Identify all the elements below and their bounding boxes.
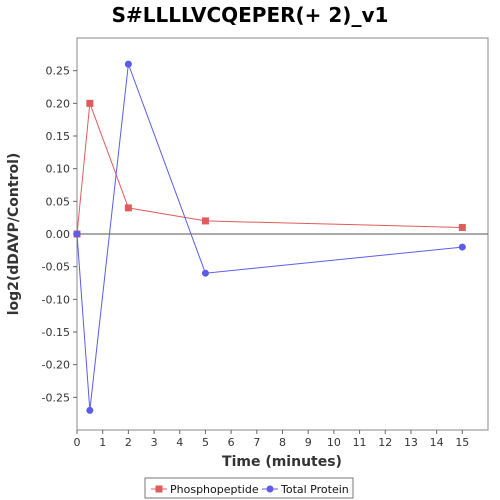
- x-tick-label: 8: [279, 436, 286, 449]
- y-tick-label: -0.10: [42, 293, 70, 306]
- y-tick-label: -0.25: [42, 391, 70, 404]
- legend: Phosphopeptide Total Protein: [144, 477, 354, 499]
- axes-layer: -0.25 -0.20 -0.15 -0.10 -0.05 0.00 0.05 0.10 0.1…: [42, 65, 488, 449]
- y-tick-label: 0.05: [46, 195, 71, 208]
- y-tick-label: -0.20: [42, 359, 70, 372]
- x-tick-label: 0: [74, 436, 81, 449]
- x-tick-label: 7: [253, 436, 260, 449]
- series-layer: [73, 60, 466, 414]
- data-point-phosphopeptide: [86, 99, 94, 107]
- legend-marker-phosphopeptide: [155, 485, 163, 493]
- data-point-total-protein: [201, 269, 209, 277]
- x-tick-label: 1: [99, 436, 106, 449]
- legend-box: [144, 477, 354, 499]
- x-tick-label: 13: [404, 436, 418, 449]
- x-axis-label: Time (minutes): [222, 454, 342, 470]
- x-tick-label: 15: [455, 436, 469, 449]
- data-point-total-protein: [86, 406, 94, 414]
- data-point-phosphopeptide: [201, 217, 209, 225]
- legend-label-phosphopeptide: Phosphopeptide: [170, 483, 259, 496]
- x-tick-label: 14: [430, 436, 444, 449]
- x-tick-label: 6: [228, 436, 235, 449]
- y-tick-label: 0.20: [46, 97, 71, 110]
- x-tick-label: 12: [378, 436, 392, 449]
- y-axis-label: log2(dDAVP/Control): [6, 153, 22, 316]
- y-tick-label: 0.25: [46, 65, 71, 78]
- data-point-phosphopeptide: [458, 223, 466, 231]
- y-tick-label: 0.10: [46, 163, 71, 176]
- legend-marker-total-protein: [266, 485, 274, 493]
- y-tick-label: 0.00: [46, 228, 71, 241]
- x-tick-label: 5: [202, 436, 209, 449]
- x-tick-label: 9: [305, 436, 312, 449]
- x-tick-label: 10: [327, 436, 341, 449]
- data-point-total-protein: [124, 60, 132, 68]
- data-point-total-protein: [73, 230, 81, 238]
- data-point-phosphopeptide: [124, 204, 132, 212]
- x-tick-label: 2: [125, 436, 132, 449]
- x-tick-label: 11: [353, 436, 367, 449]
- data-point-total-protein: [458, 243, 466, 251]
- y-tick-label: -0.15: [42, 326, 70, 339]
- x-tick-label: 3: [151, 436, 158, 449]
- x-tick-label: 4: [176, 436, 183, 449]
- chart-title: S#LLLLVCQEPER(+ 2)_v1: [112, 3, 389, 27]
- y-tick-label: 0.15: [46, 130, 71, 143]
- y-tick-label: -0.05: [42, 261, 70, 274]
- legend-label-total-protein: Total Protein: [280, 483, 349, 496]
